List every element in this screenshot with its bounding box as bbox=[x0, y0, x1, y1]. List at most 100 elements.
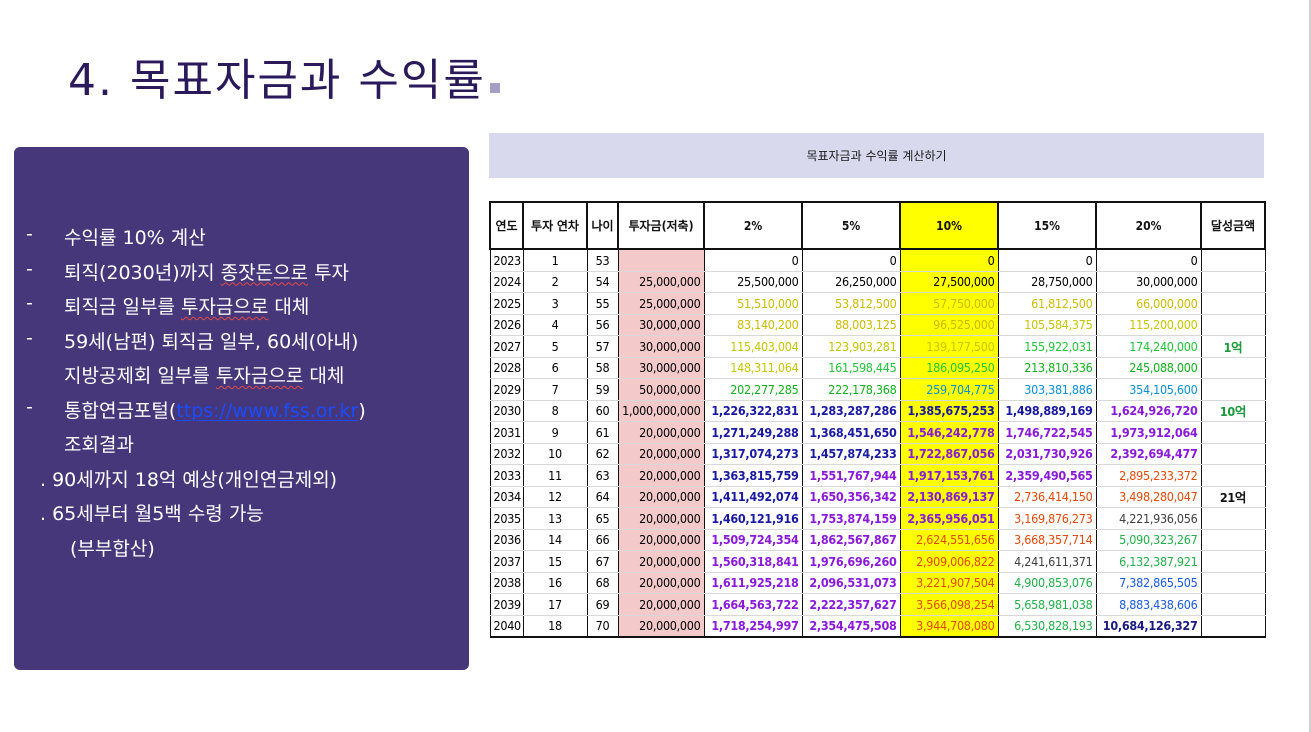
projection-cell: 1,976,696,260 bbox=[801, 550, 901, 573]
projection-cell: 174,240,000 bbox=[1095, 335, 1202, 358]
table-row: 2029 7 59 50,000,000 202,277,285 222,178,368 2… bbox=[489, 378, 1266, 401]
year-cell: 2036 bbox=[489, 528, 524, 551]
investment-cell: 1,000,000,000 bbox=[617, 399, 705, 422]
projection-cell: 4,221,936,056 bbox=[1095, 507, 1202, 530]
projection-cell: 1,611,925,218 bbox=[703, 571, 803, 594]
bullet-segment: 대체 bbox=[303, 365, 345, 387]
projection-cell: 259,704,775 bbox=[899, 378, 999, 401]
projection-cell: 3,944,708,080 bbox=[899, 614, 999, 638]
table-row: 2025 3 55 25,000,000 51,510,000 53,812,500 57,… bbox=[489, 292, 1266, 315]
goal-cell bbox=[1200, 442, 1266, 465]
age-cell: 63 bbox=[586, 464, 619, 487]
slide-number: 4. bbox=[68, 55, 114, 106]
age-cell: 54 bbox=[586, 270, 619, 293]
invest-year-cell: 10 bbox=[522, 442, 588, 465]
year-cell: 2029 bbox=[489, 378, 524, 401]
column-header: 10% bbox=[899, 201, 999, 250]
bullet-text: 통합연금포털(ttps://www.fss.or.kr) bbox=[64, 396, 366, 423]
column-header: 투자 연차 bbox=[522, 201, 588, 250]
projection-cell: 1,718,254,997 bbox=[703, 614, 803, 638]
invest-year-cell: 2 bbox=[522, 270, 588, 293]
bullet-text: 퇴직금 일부를 투자금으로 대체 bbox=[64, 292, 309, 319]
table-row: 2027 5 57 30,000,000 115,403,004 123,903,281 1… bbox=[489, 335, 1266, 358]
projection-cell: 123,903,281 bbox=[801, 335, 901, 358]
goal-cell: 10억 bbox=[1200, 399, 1266, 422]
invest-year-cell: 9 bbox=[522, 421, 588, 444]
bullet-text: 59세(남편) 퇴직금 일부, 60세(아내) bbox=[64, 327, 358, 354]
invest-year-cell: 17 bbox=[522, 593, 588, 616]
age-cell: 59 bbox=[586, 378, 619, 401]
projection-cell: 1,746,722,545 bbox=[997, 421, 1097, 444]
goal-cell bbox=[1200, 571, 1266, 594]
age-cell: 67 bbox=[586, 550, 619, 573]
projection-cell: 5,090,323,267 bbox=[1095, 528, 1202, 551]
age-cell: 53 bbox=[586, 248, 619, 272]
investment-cell bbox=[617, 248, 705, 272]
projection-cell: 0 bbox=[1095, 248, 1202, 272]
projection-cell: 3,221,907,504 bbox=[899, 571, 999, 594]
invest-year-cell: 7 bbox=[522, 378, 588, 401]
investment-cell: 20,000,000 bbox=[617, 485, 705, 508]
projection-cell: 1,664,563,722 bbox=[703, 593, 803, 616]
year-cell: 2033 bbox=[489, 464, 524, 487]
goal-cell bbox=[1200, 313, 1266, 336]
bullet-dash: - bbox=[26, 223, 33, 245]
projection-cell: 2,130,869,137 bbox=[899, 485, 999, 508]
goal-cell bbox=[1200, 593, 1266, 616]
investment-cell: 20,000,000 bbox=[617, 464, 705, 487]
investment-cell: 25,000,000 bbox=[617, 292, 705, 315]
goal-cell bbox=[1200, 550, 1266, 573]
projection-cell: 0 bbox=[997, 248, 1097, 272]
projection-cell: 139,177,500 bbox=[899, 335, 999, 358]
age-cell: 57 bbox=[586, 335, 619, 358]
projection-cell: 61,812,500 bbox=[997, 292, 1097, 315]
bullet-segment: 대체 bbox=[268, 296, 310, 318]
invest-year-cell: 6 bbox=[522, 356, 588, 379]
column-header: 2% bbox=[703, 201, 803, 250]
projection-cell: 186,095,250 bbox=[899, 356, 999, 379]
investment-cell: 20,000,000 bbox=[617, 550, 705, 573]
table-header-row: 연도 투자 연차 나이 투자금(저축) 2% 5% 10% 15% 20% 달성금액 bbox=[489, 201, 1266, 250]
investment-cell: 30,000,000 bbox=[617, 356, 705, 379]
projection-cell: 1,457,874,233 bbox=[801, 442, 901, 465]
year-cell: 2035 bbox=[489, 507, 524, 530]
projection-cell: 53,812,500 bbox=[801, 292, 901, 315]
projection-cell: 213,810,336 bbox=[997, 356, 1097, 379]
projection-cell: 115,200,000 bbox=[1095, 313, 1202, 336]
projection-cell: 6,530,828,193 bbox=[997, 614, 1097, 638]
investment-cell: 20,000,000 bbox=[617, 528, 705, 551]
projection-cell: 5,658,981,038 bbox=[997, 593, 1097, 616]
bullet-segment: 조회결과 bbox=[64, 434, 134, 456]
bullet-segment: 종잣돈으로 bbox=[220, 261, 309, 284]
investment-cell: 25,000,000 bbox=[617, 270, 705, 293]
projection-cell: 2,222,357,627 bbox=[801, 593, 901, 616]
projection-cell: 1,560,318,841 bbox=[703, 550, 803, 573]
investment-cell: 30,000,000 bbox=[617, 313, 705, 336]
goal-cell bbox=[1200, 270, 1266, 293]
invest-year-cell: 18 bbox=[522, 614, 588, 638]
projection-cell: 1,363,815,759 bbox=[703, 464, 803, 487]
bullet-segment: 59세(남편) 퇴직금 일부, 60세(아내) bbox=[64, 330, 359, 353]
goal-cell bbox=[1200, 248, 1266, 272]
fss-link[interactable]: ttps://www.fss.or.kr bbox=[176, 399, 359, 422]
projection-cell: 1,624,926,720 bbox=[1095, 399, 1202, 422]
projection-cell: 1,498,889,169 bbox=[997, 399, 1097, 422]
projection-cell: 1,271,249,288 bbox=[703, 421, 803, 444]
title-accent-square bbox=[489, 83, 500, 93]
goal-cell bbox=[1200, 292, 1266, 315]
projection-cell: 0 bbox=[703, 248, 803, 272]
projection-cell: 28,750,000 bbox=[997, 270, 1097, 293]
bullet-segment: ) bbox=[358, 399, 366, 422]
invest-year-cell: 5 bbox=[522, 335, 588, 358]
result-note: . 90세까지 18억 예상(개인연금제외) bbox=[40, 468, 338, 491]
bullet-segment: 투자 bbox=[308, 261, 350, 284]
year-cell: 2037 bbox=[489, 550, 524, 573]
year-cell: 2039 bbox=[489, 593, 524, 616]
projection-cell: 2,031,730,926 bbox=[997, 442, 1097, 465]
goal-cell bbox=[1200, 528, 1266, 551]
invest-year-cell: 13 bbox=[522, 507, 588, 530]
column-header: 15% bbox=[997, 201, 1097, 250]
slide-edge-line bbox=[1309, 0, 1311, 732]
projection-cell: 2,096,531,073 bbox=[801, 571, 901, 594]
age-cell: 55 bbox=[586, 292, 619, 315]
